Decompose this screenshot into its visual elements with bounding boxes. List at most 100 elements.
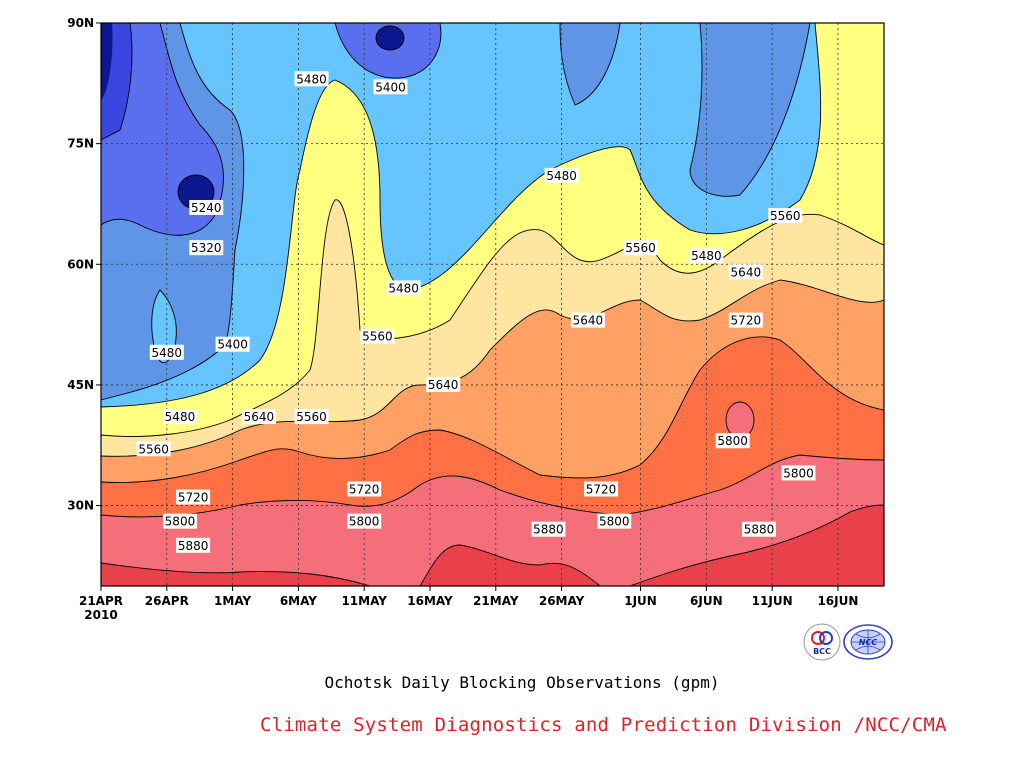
contour-label: 5480 (162, 409, 197, 425)
contour-label-bg (162, 513, 197, 529)
contour-label-bg (241, 409, 276, 425)
contour-label-text: 5480 (165, 410, 196, 424)
fill-ne-band (560, 23, 620, 105)
y-tick-label: 60N (67, 257, 94, 271)
contour-label: 5800 (715, 433, 750, 449)
contour-label-text: 5320 (191, 241, 222, 255)
y-tick-label: 90N (67, 16, 94, 30)
contour-label: 5640 (728, 264, 763, 280)
contour-label-bg (781, 465, 816, 481)
fill-north-core (376, 26, 404, 50)
contour-label-text: 5880 (533, 523, 564, 537)
contour-label: 5640 (241, 409, 276, 425)
contour-label-bg (347, 481, 382, 497)
contour-label-bg (347, 513, 382, 529)
contour-label: 5720 (176, 489, 211, 505)
chart-title: Ochotsk Daily Blocking Observations (gpm… (324, 673, 720, 692)
contour-label: 5880 (531, 521, 566, 537)
x-axis: 21APR 26APR 1MAY 6MAY 11MAY 16MAY 21MAY 26MAY 1J… (79, 586, 858, 608)
fill-deep-core (101, 23, 113, 100)
contour-label: 5240 (189, 199, 224, 215)
contour-label-text: 5800 (599, 515, 630, 529)
credit-line: Climate System Diagnostics and Predictio… (260, 714, 947, 736)
contour-label-bg (386, 280, 421, 296)
contour-label-bg (149, 344, 184, 360)
x-tick-label: 26APR (145, 594, 189, 608)
y-tick-label: 45N (67, 378, 94, 392)
x-year-label: 2010 (84, 608, 117, 622)
contour-label-text: 5480 (691, 249, 722, 263)
y-axis: 90N 75N 60N 45N 30N (67, 16, 101, 513)
contour-label-text: 5480 (152, 346, 183, 360)
x-tick-label: 16JUN (817, 594, 858, 608)
contour-label: 5800 (162, 513, 197, 529)
contour-label-bg (426, 376, 461, 392)
contour-label: 5480 (689, 248, 724, 264)
contour-label: 5560 (136, 441, 171, 457)
contour-label: 5800 (347, 513, 382, 529)
x-tick-label: 6MAY (280, 594, 317, 608)
contour-label-bg (715, 433, 750, 449)
contour-label-text: 5640 (573, 314, 604, 328)
contour-label-text: 5480 (546, 169, 577, 183)
contour-label: 5400 (215, 336, 250, 352)
contour-label: 5320 (189, 240, 224, 256)
contour-label-text: 5560 (296, 410, 327, 424)
contour-label-bg (294, 71, 329, 87)
contour-label-text: 5560 (138, 442, 169, 456)
ncc-logo: NCC (843, 624, 893, 660)
contour-label-bg (544, 167, 579, 183)
contour-label: 5400 (373, 79, 408, 95)
contour-label-text: 5800 (783, 466, 814, 480)
contour-label-bg (741, 521, 776, 537)
x-tick-label: 21APR (79, 594, 123, 608)
contour-label-bg (176, 489, 211, 505)
contour-label-bg (294, 409, 329, 425)
x-tick-label: 1JUN (624, 594, 657, 608)
contour-label-bg (623, 240, 658, 256)
contour-label-bg (136, 441, 171, 457)
contour-label: 5560 (623, 240, 658, 256)
contour-labels: 5480 5400 5240 5320 5480 5560 5480 5560 5480 5640… (136, 71, 816, 553)
contour-label: 5800 (597, 513, 632, 529)
fill-north-low (335, 23, 441, 79)
fill-above-5880 (101, 563, 370, 586)
contour-label-bg (728, 264, 763, 280)
x-tick-label: 16MAY (407, 594, 453, 608)
contour-label-bg (215, 336, 250, 352)
contour-label-text: 5800 (717, 434, 748, 448)
contour-label: 5560 (294, 409, 329, 425)
contour-label: 5800 (781, 465, 816, 481)
contour-label: 5480 (149, 344, 184, 360)
bcc-logo: BCC (803, 623, 841, 661)
contour-label: 5560 (360, 328, 395, 344)
contour-label-text: 5720 (178, 491, 209, 505)
x-tick-label: 6JUN (690, 594, 723, 608)
contour-label-text: 5400 (375, 80, 406, 94)
contour-fills (101, 23, 884, 586)
contour-label-bg (597, 513, 632, 529)
contour-label-text: 5560 (362, 330, 393, 344)
contour-label-text: 5880 (744, 523, 775, 537)
contour-label: 5720 (584, 481, 619, 497)
x-tick-label: 26MAY (539, 594, 585, 608)
fill-inner-blue (151, 290, 177, 363)
contour-label-text: 5560 (770, 209, 801, 223)
contour-label-bg (689, 248, 724, 264)
ncc-logo-text: NCC (859, 638, 878, 647)
x-tick-label: 11JUN (752, 594, 793, 608)
contour-label: 5480 (294, 71, 329, 87)
y-tick-label: 30N (67, 499, 94, 513)
contour-label-bg (373, 79, 408, 95)
contour-label-bg (162, 409, 197, 425)
contour-label-text: 5720 (731, 314, 762, 328)
contour-label-bg (189, 240, 224, 256)
contour-label: 5560 (768, 208, 803, 224)
contour-label: 5480 (544, 167, 579, 183)
bcc-logo-text: BCC (813, 647, 831, 656)
contour-label-text: 5560 (625, 241, 656, 255)
contour-label-text: 5720 (349, 482, 380, 496)
contour-label-bg (584, 481, 619, 497)
contour-label-text: 5640 (731, 265, 762, 279)
